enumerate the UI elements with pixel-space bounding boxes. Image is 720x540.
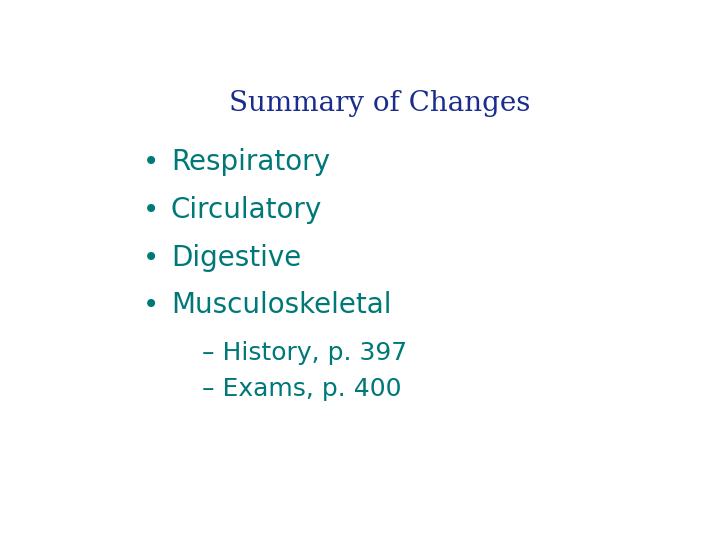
Text: Musculoskeletal: Musculoskeletal [171, 292, 392, 320]
Text: Respiratory: Respiratory [171, 148, 330, 176]
Text: •: • [143, 196, 160, 224]
Text: Circulatory: Circulatory [171, 196, 322, 224]
Text: Digestive: Digestive [171, 244, 301, 272]
Text: •: • [143, 148, 160, 176]
Text: •: • [143, 292, 160, 320]
Text: •: • [143, 244, 160, 272]
Text: – History, p. 397: – History, p. 397 [202, 341, 407, 365]
Text: Summary of Changes: Summary of Changes [230, 90, 531, 117]
Text: – Exams, p. 400: – Exams, p. 400 [202, 377, 401, 401]
